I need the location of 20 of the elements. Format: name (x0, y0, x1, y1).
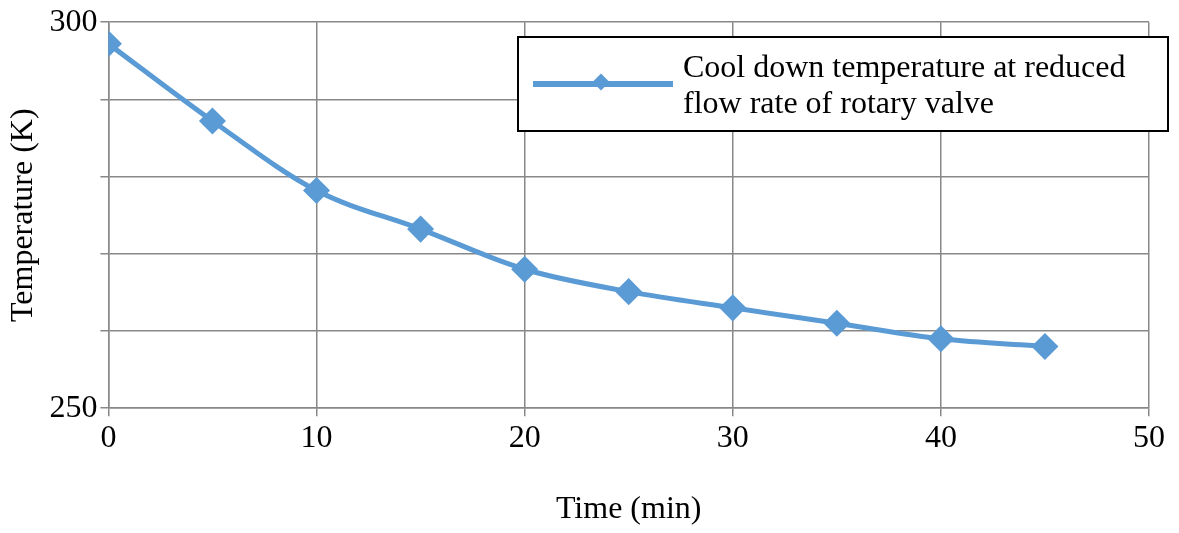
point (199, 108, 225, 134)
point (616, 279, 642, 305)
x-axis-title: Time (min) (555, 489, 702, 526)
point (304, 178, 330, 203)
x-tick-label: 20 (508, 417, 541, 454)
x-tick-label: 40 (924, 417, 957, 454)
x-tick-label: 0 (100, 417, 117, 454)
point (408, 216, 434, 242)
point (824, 310, 850, 336)
y-tick-label: 300 (49, 1, 98, 38)
y-tick-label: 250 (49, 387, 98, 424)
y-axis-title: Temperature (K) (2, 108, 39, 323)
legend-label: Cool down temperature at reduced flow rate of rotary valve (683, 48, 1127, 120)
x-tick-label: 10 (300, 417, 333, 454)
point (1032, 333, 1058, 359)
x-tick-label: 30 (716, 417, 749, 454)
point (512, 256, 538, 282)
x-tick-label: 50 (1133, 417, 1165, 454)
point (720, 295, 746, 321)
point (928, 326, 954, 352)
